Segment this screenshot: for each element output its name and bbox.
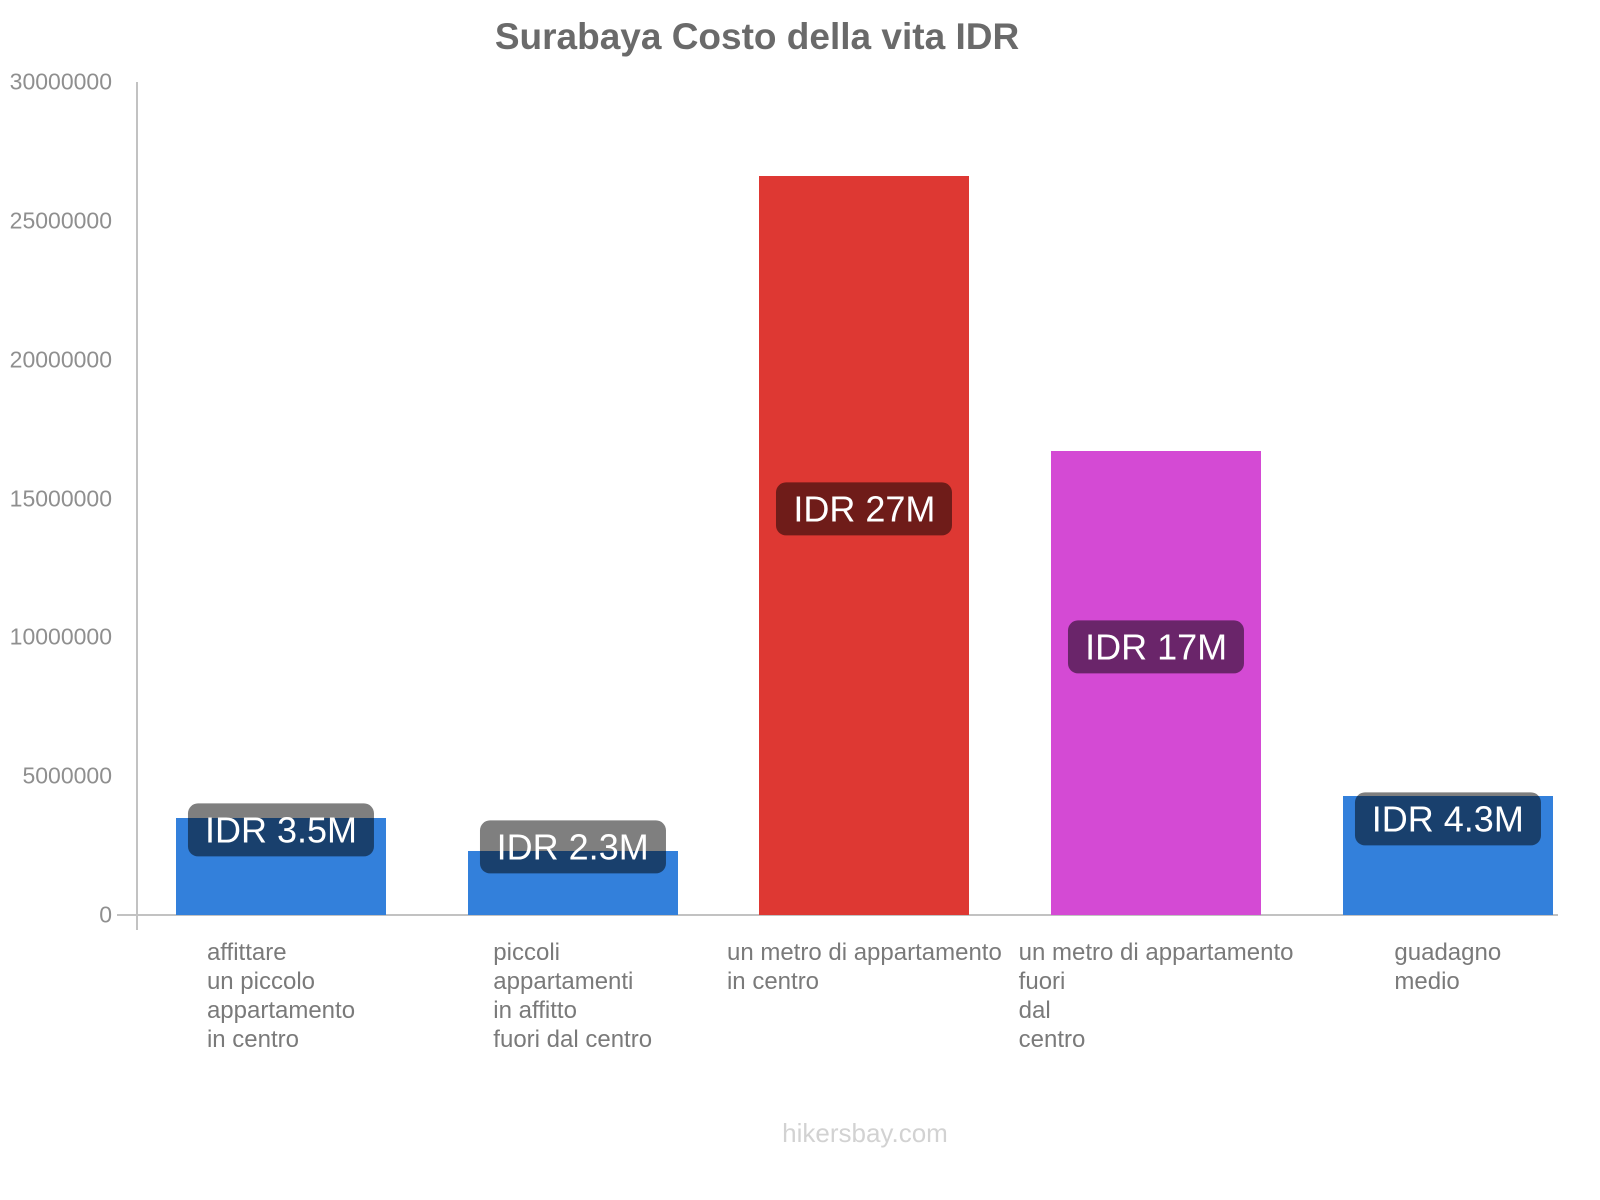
bar-value-badge: IDR 17M — [1068, 620, 1245, 674]
bar-4 — [1051, 451, 1262, 915]
category-label: un metro di appartamento in centro — [726, 939, 1002, 995]
bar-value-badge: IDR 3.5M — [187, 803, 375, 857]
y-tick-label: 0 — [99, 901, 112, 928]
watermark-footer: hikersbay.com — [782, 1118, 948, 1148]
bar-3 — [759, 176, 970, 915]
bar-value-badge: IDR 27M — [776, 482, 953, 536]
y-axis-line — [136, 82, 138, 930]
y-tick-label: 30000000 — [9, 68, 112, 95]
bar-value-badge: IDR 2.3M — [479, 819, 666, 874]
category-label: affittare un piccolo appartamento in cen… — [206, 939, 356, 1053]
y-tick-label: 15000000 — [9, 485, 112, 511]
y-tick-label: 20000000 — [9, 346, 112, 373]
bar-value-badge: IDR 4.3M — [1354, 792, 1541, 846]
y-tick-label: 5000000 — [22, 762, 112, 789]
x-axis-line — [117, 914, 1558, 916]
y-tick-label: 10000000 — [9, 623, 112, 650]
chart-title: Surabaya Costo della vita IDR — [494, 16, 1020, 57]
category-label: guadagno medio — [1394, 939, 1502, 995]
category-label: piccoli appartamenti in affitto fuori da… — [493, 939, 653, 1053]
y-tick-label: 25000000 — [9, 207, 112, 234]
category-label: un metro di appartamento fuori dal centr… — [1018, 939, 1294, 1053]
